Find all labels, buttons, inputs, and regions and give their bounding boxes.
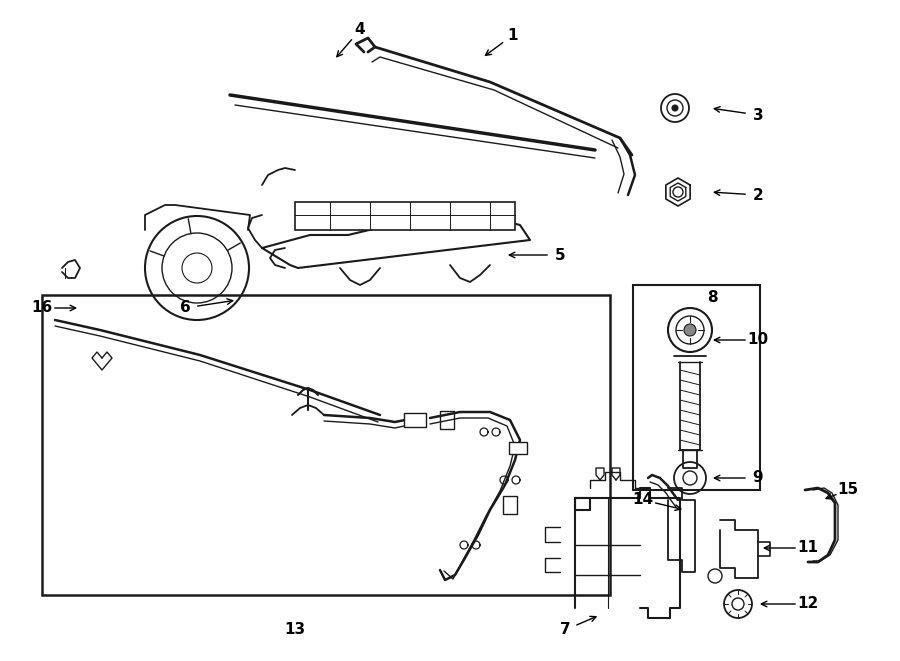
Bar: [633, 285, 760, 490]
Circle shape: [684, 324, 696, 336]
Bar: [404, 413, 426, 427]
Bar: [503, 496, 517, 514]
Text: 5: 5: [554, 247, 565, 262]
Text: 12: 12: [797, 596, 819, 611]
Text: 4: 4: [355, 22, 365, 38]
Text: 16: 16: [32, 301, 52, 315]
Bar: [509, 442, 527, 454]
Text: 1: 1: [508, 28, 518, 42]
Text: 9: 9: [752, 471, 763, 485]
Text: 14: 14: [633, 492, 653, 508]
Text: 3: 3: [752, 108, 763, 122]
Text: 11: 11: [797, 541, 818, 555]
Text: 6: 6: [180, 301, 191, 315]
Text: 13: 13: [284, 623, 306, 637]
Text: 7: 7: [560, 623, 571, 637]
Bar: [440, 411, 454, 429]
Bar: [295, 202, 515, 230]
Bar: [42, 295, 610, 595]
Circle shape: [672, 105, 678, 111]
Text: 2: 2: [752, 188, 763, 202]
Text: 8: 8: [706, 290, 717, 305]
Text: 15: 15: [837, 483, 859, 498]
Text: 10: 10: [747, 332, 769, 348]
